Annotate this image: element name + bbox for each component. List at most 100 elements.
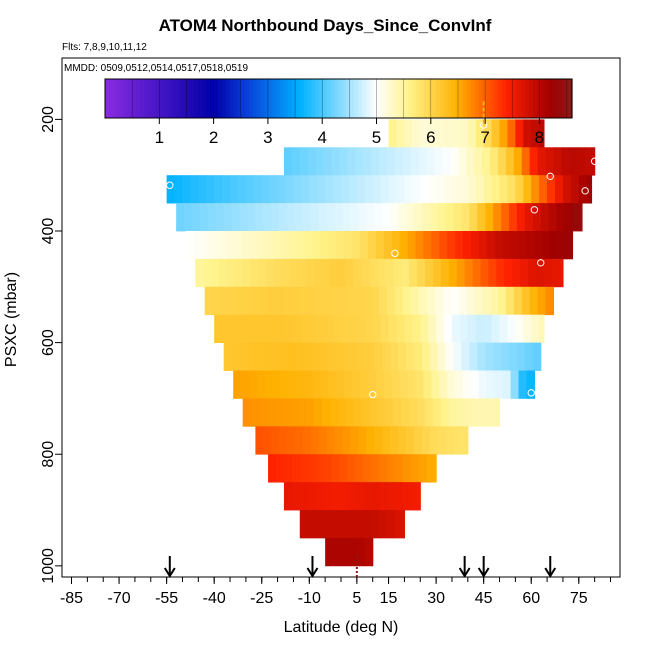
heatmap-cell [323, 454, 333, 483]
heatmap-cell [339, 454, 348, 483]
heatmap-cell [553, 147, 562, 176]
heatmap-cell [432, 398, 442, 427]
heatmap-cell [371, 482, 380, 511]
heatmap-cell [282, 258, 291, 288]
heatmap-cell [247, 203, 256, 232]
heatmap-cell [226, 258, 236, 288]
heatmap-cell [377, 398, 386, 427]
heatmap-cell [507, 119, 516, 148]
heatmap-cell [307, 147, 317, 176]
heatmap-cell [593, 147, 596, 176]
level-band [299, 510, 406, 539]
heatmap-cell [337, 258, 347, 288]
heatmap-cell [315, 147, 325, 176]
heatmap-cell [321, 258, 331, 288]
heatmap-cell [453, 342, 463, 371]
heatmap-cell [405, 342, 415, 371]
heatmap-cell [458, 286, 467, 316]
heatmap-cell [444, 314, 453, 344]
heatmap-cell [386, 454, 396, 483]
colorbar-segment [498, 79, 503, 118]
colorbar-segment [389, 79, 394, 118]
colorbar-border [104, 78, 573, 119]
level-band [204, 286, 555, 316]
heatmap-cell [280, 231, 290, 260]
heatmap-cell [271, 203, 280, 232]
heatmap-cell [360, 370, 369, 399]
colorbar-segment [213, 79, 219, 118]
heatmap-cell [472, 258, 482, 288]
heatmap-cell [342, 203, 352, 232]
colorbar-segment [494, 79, 499, 118]
heatmap-cell [451, 119, 461, 148]
heatmap-cell [413, 426, 423, 455]
heatmap-cell [459, 314, 469, 344]
heatmap-cell [326, 203, 336, 232]
colorbar-segment [124, 79, 129, 118]
heatmap-cell [459, 119, 469, 148]
colorbar-segment [112, 79, 118, 118]
heatmap-cell [218, 258, 228, 288]
heatmap-cell [364, 314, 374, 344]
heatmap-cell [467, 119, 477, 148]
heatmap-cell [490, 147, 499, 176]
heatmap-cell [358, 426, 367, 455]
colorbar-segment [478, 79, 484, 118]
heatmap-cell [231, 342, 241, 371]
heatmap-cell [293, 175, 302, 204]
heatmap-cell [401, 398, 410, 427]
heatmap-cell [545, 286, 555, 316]
heatmap-cell [249, 370, 258, 399]
sample-point [590, 157, 599, 165]
heatmap-cell [458, 147, 467, 176]
x-axis: -85 -70 -55 -40 -25 -10 5 15 30 45 60 75 Latitude (d… [60, 577, 611, 636]
heatmap-cell [358, 342, 367, 371]
heatmap-cell [543, 258, 553, 288]
heatmap-cell [513, 286, 523, 316]
heatmap-cell [551, 258, 561, 288]
heatmap-cell [353, 398, 363, 427]
colorbar-segment [256, 79, 262, 118]
heatmap-cell [274, 258, 283, 288]
colorbar-segment [342, 79, 347, 118]
heatmap-cell [363, 147, 372, 176]
heatmap-cell [564, 203, 574, 232]
flight-arrow-head [458, 567, 471, 578]
heatmap-cell [342, 342, 352, 371]
heatmap-cell [483, 314, 493, 344]
heatmap-cell [421, 426, 431, 455]
heatmap-cell [356, 175, 366, 204]
heatmap-cell [379, 147, 388, 176]
colorbar-segment [163, 79, 168, 118]
x-tick-label: -70 [108, 590, 131, 607]
colorbar-segment [517, 79, 523, 118]
colorbar-segment [128, 79, 133, 118]
colorbar-segment [334, 79, 340, 118]
heatmap-cell [569, 147, 578, 176]
heatmap-cell [166, 175, 176, 204]
colorbar-segment [474, 79, 480, 118]
colorbar-segment [501, 79, 507, 118]
level-band [255, 426, 469, 455]
heatmap-cell [463, 370, 472, 399]
colorbar-tick-label: 8 [535, 128, 544, 147]
heatmap-cell [540, 203, 550, 232]
heatmap-cell [299, 454, 309, 483]
colorbar-segment [416, 79, 421, 118]
heatmap-cell [239, 203, 249, 232]
heatmap-cell [379, 286, 388, 316]
heatmap-cell [402, 286, 412, 316]
heatmap-cell [299, 510, 309, 539]
colorbar-segment [319, 79, 324, 118]
heatmap-cell [371, 510, 380, 539]
heatmap-cell [317, 175, 326, 204]
heatmap-cell [225, 231, 234, 260]
heatmap-cell [325, 175, 334, 204]
heatmap-cell [339, 286, 348, 316]
heatmap-cell [409, 398, 418, 427]
heatmap-cell [355, 147, 364, 176]
heatmap-cell [369, 398, 379, 427]
heatmap-cell [426, 286, 436, 316]
heatmap-cell [263, 342, 272, 371]
